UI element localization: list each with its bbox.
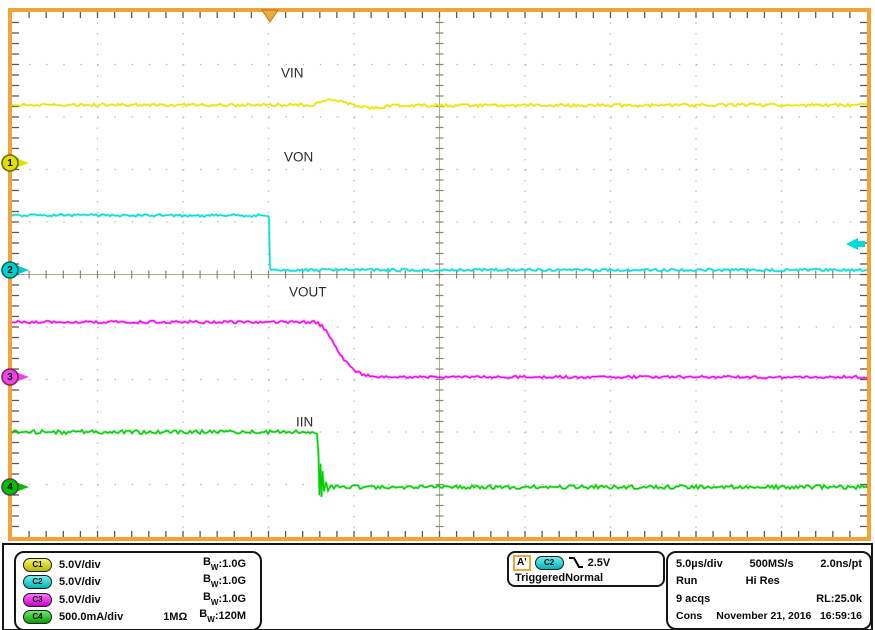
channel-marker-arrow-4[interactable] — [17, 482, 29, 492]
channel-marker-3[interactable] — [1, 368, 19, 386]
readout-bar: C1 5.0V/div BW:1.0G C2 5.0V/div BW:1.0G C3 5.0V… — [2, 543, 873, 630]
channel-readout-row-c4[interactable]: C4 500.0mA/div 1MΩ BW:120M — [16, 608, 260, 627]
record-length: RL:25.0k — [816, 592, 862, 605]
wave-label-vin: VIN — [281, 66, 304, 81]
acquisition-count: 9 acqs — [676, 592, 711, 605]
channel-marker-arrow-3[interactable] — [17, 372, 29, 382]
trigger-source-label: A' — [513, 554, 531, 571]
trigger-status-row: Triggered Normal — [509, 571, 663, 585]
trace-vout — [11, 319, 868, 380]
trigger-position-marker[interactable] — [261, 9, 279, 23]
trigger-level-marker[interactable] — [846, 238, 865, 250]
channel-badge-c4[interactable]: C4 — [23, 610, 52, 625]
channel-badge-c2[interactable]: C2 — [23, 575, 52, 590]
channel-readout-row-c1[interactable]: C1 5.0V/div BW:1.0G — [16, 556, 260, 574]
trigger-source-pill[interactable]: C2 — [534, 555, 564, 570]
timebase-row-acqs: 9 acqs RL:25.0k — [668, 590, 870, 608]
channel-scale: 500.0mA/div — [59, 611, 124, 624]
channel-readout-row-c2[interactable]: C2 5.0V/div BW:1.0G — [16, 573, 260, 592]
wave-label-vout: VOUT — [289, 285, 327, 300]
run-state: Run — [676, 575, 698, 588]
channel-badge-c3[interactable]: C3 — [23, 592, 52, 607]
channel-badge-c1[interactable]: C1 — [23, 557, 52, 572]
channel-scale: 5.0V/div — [59, 576, 101, 589]
channel-marker-4[interactable] — [1, 478, 19, 496]
timebase-row-state: Run Hi Res — [668, 573, 870, 591]
trigger-level-value: 2.5V — [587, 556, 611, 569]
channel-readout-row-c3[interactable]: C3 5.0V/div BW:1.0G — [16, 591, 260, 609]
channel-impedance: 1MΩ — [163, 611, 188, 624]
trace-von — [11, 213, 868, 273]
channel-bandwidth: BW:1.0G — [202, 555, 246, 572]
time-value: 16:59:16 — [819, 610, 862, 623]
timebase-row-scale: 5.0µs/div 500MS/s 2.0ns/pt — [668, 555, 870, 573]
trace-iin — [11, 429, 868, 497]
sample-rate: 500MS/s — [749, 557, 794, 570]
wave-label-iin: IIN — [296, 415, 313, 430]
date-value: November 21, 2016 — [716, 610, 812, 623]
channel-marker-1[interactable] — [1, 154, 19, 172]
channel-bandwidth: BW:1.0G — [202, 573, 246, 590]
timebase-row-date: Cons November 21, 2016 16:59:16 — [668, 608, 870, 626]
channel-bandwidth: BW:1.0G — [202, 590, 246, 607]
falling-edge-icon — [568, 557, 583, 568]
channel-marker-number-4: 4 — [7, 482, 13, 493]
channel-marker-arrow-2[interactable] — [17, 265, 29, 275]
acquisition-mode: Hi Res — [745, 575, 780, 588]
channel-readouts[interactable]: C1 5.0V/div BW:1.0G C2 5.0V/div BW:1.0G C3 5.0V… — [14, 551, 262, 630]
channel-marker-number-3: 3 — [7, 372, 13, 383]
channel-marker-arrow-1[interactable] — [17, 158, 29, 168]
channel-marker-number-2: 2 — [7, 265, 13, 276]
sample-resolution: 2.0ns/pt — [820, 557, 862, 570]
wave-label-von: VON — [284, 150, 313, 165]
trigger-mode: Normal — [565, 572, 604, 584]
channel-marker-number-1: 1 — [7, 158, 13, 169]
timebase-readout[interactable]: 5.0µs/div 500MS/s 2.0ns/pt Run Hi Res 9 … — [666, 551, 872, 630]
trigger-readout[interactable]: A' C2 2.5V Triggered Normal — [507, 551, 665, 587]
trigger-status: Triggered — [515, 572, 566, 584]
waveform-display[interactable]: VIN VON VOUT IIN 1 2 3 4 — [0, 0, 875, 543]
channel-scale: 5.0V/div — [59, 558, 101, 571]
channel-scale: 5.0V/div — [59, 593, 101, 606]
channel-marker-2[interactable] — [1, 261, 19, 279]
trace-vin — [11, 98, 868, 110]
timebase-scale: 5.0µs/div — [676, 557, 723, 570]
cons-label: Cons — [676, 610, 703, 623]
channel-bandwidth: BW:120M — [199, 608, 246, 625]
trigger-settings-row[interactable]: A' C2 2.5V — [509, 553, 663, 571]
